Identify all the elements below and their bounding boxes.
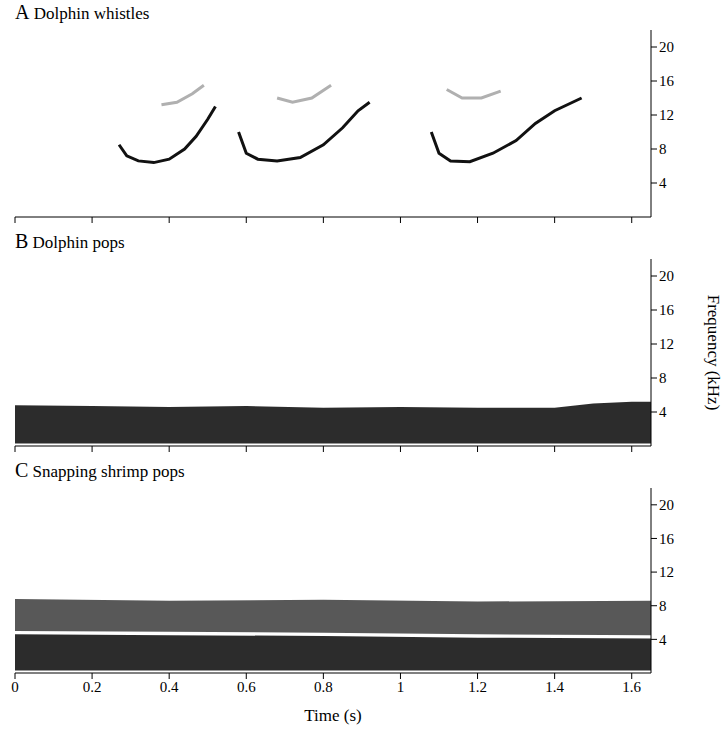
svg-text:12: 12 [659,564,674,580]
svg-text:4: 4 [659,404,667,420]
svg-text:4: 4 [659,632,667,648]
svg-text:0: 0 [11,679,19,695]
svg-text:16: 16 [659,73,675,89]
svg-text:0.8: 0.8 [314,679,333,695]
svg-text:0.4: 0.4 [160,679,179,695]
svg-text:0.6: 0.6 [237,679,256,695]
svg-text:Time (s): Time (s) [304,706,361,725]
svg-text:16: 16 [659,531,675,547]
svg-text:1.4: 1.4 [545,679,564,695]
svg-text:1.6: 1.6 [622,679,641,695]
svg-text:20: 20 [659,39,674,55]
svg-text:1: 1 [397,679,405,695]
svg-text:8: 8 [659,370,667,386]
svg-text:8: 8 [659,141,667,157]
svg-text:20: 20 [659,268,674,284]
svg-text:20: 20 [659,497,674,513]
svg-text:12: 12 [659,336,674,352]
html-text:C Snapping shrimp pops: C Snapping shrimp pops [15,459,185,481]
svg-text:12: 12 [659,107,674,123]
svg-text:8: 8 [659,598,667,614]
svg-text:Frequency (kHz): Frequency (kHz) [704,295,723,411]
svg-text:16: 16 [659,302,675,318]
svg-text:1.2: 1.2 [468,679,487,695]
svg-text:0.2: 0.2 [83,679,102,695]
html-text:B Dolphin pops: B Dolphin pops [15,230,125,252]
html-text:A Dolphin whistles: A Dolphin whistles [15,1,150,23]
svg-text:4: 4 [659,175,667,191]
